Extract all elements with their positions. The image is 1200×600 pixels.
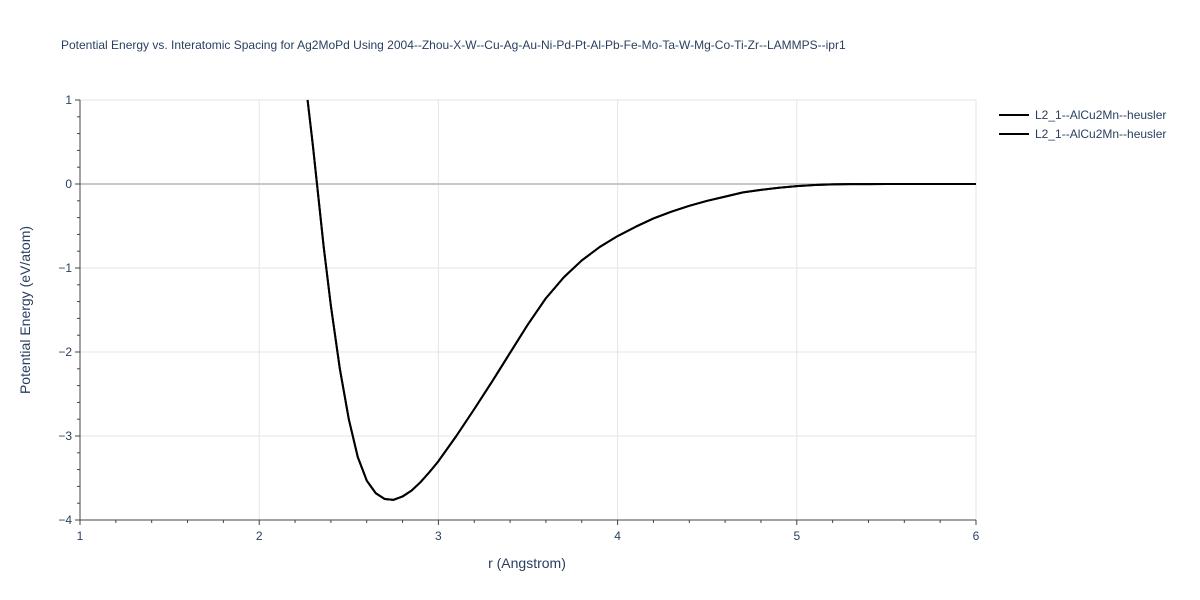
- y-tick-label: −4: [58, 513, 72, 527]
- legend-line-swatch: [999, 133, 1029, 135]
- grid-lines: [80, 99, 977, 520]
- x-tick-label: 5: [793, 529, 800, 543]
- y-tick-label: −2: [58, 345, 72, 359]
- legend-item[interactable]: L2_1--AlCu2Mn--heusler: [999, 125, 1166, 143]
- legend-label: L2_1--AlCu2Mn--heusler: [1035, 108, 1167, 122]
- legend-item[interactable]: L2_1--AlCu2Mn--heusler: [999, 106, 1166, 124]
- x-tick-label: 3: [435, 529, 442, 543]
- x-tick-label: 6: [973, 529, 980, 543]
- series-line-2: [306, 99, 976, 501]
- series-line-1: [306, 99, 976, 501]
- legend-label: L2_1--AlCu2Mn--heusler: [1035, 127, 1167, 141]
- axes: [75, 99, 977, 525]
- x-tick-labels: 1 2 3 4 5 6: [77, 529, 980, 543]
- y-tick-label: 1: [65, 93, 72, 107]
- x-tick-label: 1: [77, 529, 84, 543]
- y-tick-labels: 1 0 −1 −2 −3 −4: [58, 93, 72, 527]
- y-axis-title: Potential Energy (eV/atom): [17, 226, 33, 394]
- y-tick-label: 0: [65, 177, 72, 191]
- series-group: [306, 99, 976, 501]
- x-tick-label: 4: [614, 529, 621, 543]
- chart-title: Potential Energy vs. Interatomic Spacing…: [61, 38, 846, 52]
- x-tick-label: 2: [256, 529, 263, 543]
- legend-line-swatch: [999, 114, 1029, 116]
- x-axis-title: r (Angstrom): [488, 555, 566, 571]
- y-tick-label: −3: [58, 429, 72, 443]
- y-tick-label: −1: [58, 261, 72, 275]
